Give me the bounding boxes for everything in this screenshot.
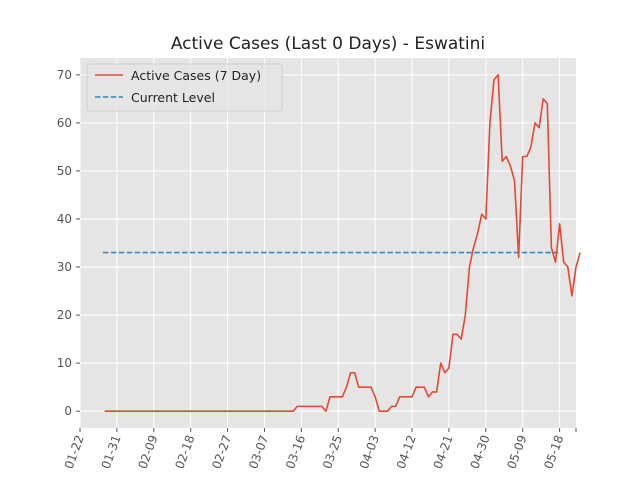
x-tick-label: 05-09 xyxy=(504,433,529,471)
x-tick-label: 01-22 xyxy=(62,433,87,471)
x-tick-label: 04-03 xyxy=(357,433,382,471)
series-active-cases xyxy=(104,74,581,412)
x-tick-label: 01-31 xyxy=(99,433,124,471)
x-tick-label: 02-18 xyxy=(172,433,197,471)
legend: Active Cases (7 Day) Current Level xyxy=(86,63,283,112)
x-tick-label: 05-18 xyxy=(541,433,566,471)
y-tick-label: 30 xyxy=(57,260,72,274)
y-tick-label: 40 xyxy=(57,212,72,226)
y-tick-label: 0 xyxy=(64,404,72,418)
y-tick-label: 50 xyxy=(57,164,72,178)
x-tick-label: 04-12 xyxy=(394,433,419,471)
legend-box xyxy=(86,63,283,112)
legend-label-current-level: Current Level xyxy=(131,90,215,105)
x-axis: 01-22 01-31 02-09 02-18 02-27 03-07 03-16 03-25… xyxy=(62,428,577,471)
x-tick-label: 03-16 xyxy=(283,433,308,471)
y-tick-label: 20 xyxy=(57,308,72,322)
legend-label-active-cases: Active Cases (7 Day) xyxy=(131,68,261,83)
y-tick-label: 60 xyxy=(57,116,72,130)
series-layer xyxy=(103,74,581,412)
x-tick-label: 04-30 xyxy=(468,433,493,471)
x-tick-label: 02-27 xyxy=(209,433,234,471)
y-axis: 0 10 20 30 40 50 60 70 xyxy=(57,68,80,418)
y-tick-label: 10 xyxy=(57,356,72,370)
y-tick-label: 70 xyxy=(57,68,72,82)
grid xyxy=(79,58,576,428)
chart-title: Active Cases (Last 0 Days) - Eswatini xyxy=(171,34,485,54)
plot-background xyxy=(80,58,576,428)
x-tick-label: 04-21 xyxy=(431,433,456,471)
x-tick-label: 02-09 xyxy=(136,433,161,471)
x-tick-label: 03-25 xyxy=(320,433,345,471)
x-tick-label: 03-07 xyxy=(246,433,271,471)
